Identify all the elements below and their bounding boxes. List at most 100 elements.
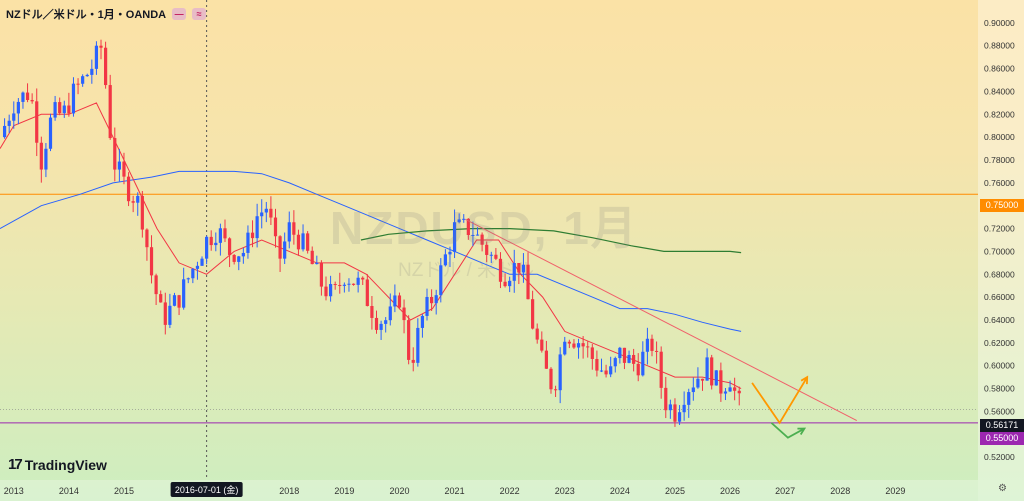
- candle-body: [21, 92, 25, 102]
- y-tick-label: 0.60000: [984, 361, 1015, 371]
- candle-body: [618, 347, 622, 359]
- candle-body: [269, 208, 273, 218]
- candle-body: [654, 350, 659, 352]
- candle-body: [677, 412, 682, 422]
- candle-body: [338, 285, 342, 287]
- candle-body: [384, 320, 388, 324]
- candle-body: [567, 341, 571, 344]
- projection-arrow-orange-head: [800, 375, 809, 385]
- x-tick-label: 2018: [279, 486, 299, 496]
- candle-body: [388, 306, 392, 321]
- candle-body: [471, 234, 475, 236]
- x-tick-label: 2019: [334, 486, 354, 496]
- projection-arrow-green-head: [797, 427, 807, 435]
- candle-body: [16, 101, 20, 114]
- candle-body: [273, 217, 278, 237]
- candle-body: [306, 233, 310, 251]
- candle-body: [659, 351, 663, 388]
- y-tick-label: 0.62000: [984, 338, 1015, 348]
- candle-body: [531, 299, 535, 329]
- candle-body: [278, 236, 282, 259]
- candle-body: [397, 295, 402, 308]
- candle-body: [209, 236, 213, 246]
- symbol-header[interactable]: NZドル／米ドル・1月・OANDA — ≈: [6, 6, 207, 22]
- candle-body: [186, 278, 190, 280]
- current-price-label: 0.56171: [980, 419, 1024, 432]
- candle-body: [553, 389, 558, 391]
- symbol-title: NZドル／米ドル・1月・OANDA: [6, 9, 167, 21]
- candle-body: [99, 45, 103, 48]
- tv-logo-icon: 17: [8, 456, 23, 473]
- x-tick-label: 2014: [59, 486, 79, 496]
- x-tick-label: 2020: [389, 486, 409, 496]
- candle-body: [622, 347, 627, 363]
- candle-body: [104, 47, 108, 86]
- x-tick-label: 2027: [775, 486, 795, 496]
- candle-body: [292, 222, 296, 235]
- candle-body: [691, 387, 695, 393]
- candle-body: [668, 404, 672, 411]
- candle-body: [232, 254, 236, 262]
- candle-body: [48, 117, 53, 149]
- candle-body: [90, 68, 94, 75]
- candle-body: [159, 294, 163, 303]
- candle-body: [452, 222, 457, 252]
- candle-body: [191, 268, 195, 279]
- minimize-button[interactable]: —: [172, 8, 187, 20]
- candle-body: [296, 234, 301, 250]
- time-axis: [0, 480, 978, 501]
- candle-body: [572, 343, 576, 348]
- candle-body: [723, 391, 728, 394]
- candle-body: [489, 254, 493, 256]
- candle-body: [250, 232, 255, 239]
- candle-body: [136, 195, 140, 203]
- candle-body: [301, 233, 305, 250]
- candle-body: [590, 347, 594, 359]
- crosshair-date-box: [170, 482, 243, 497]
- y-tick-label: 0.78000: [984, 155, 1015, 165]
- compare-button[interactable]: ≈: [192, 8, 207, 20]
- candle-body: [25, 92, 30, 100]
- candle-body: [145, 229, 149, 248]
- candle-body: [521, 264, 526, 273]
- candle-body: [443, 254, 447, 266]
- gear-icon[interactable]: ⚙: [998, 483, 1007, 494]
- y-tick-label: 0.84000: [984, 86, 1015, 96]
- candle-body: [503, 281, 507, 287]
- candle-body: [604, 370, 608, 375]
- candle-body: [613, 358, 617, 367]
- candle-body: [182, 279, 186, 308]
- x-tick-label: 2028: [830, 486, 850, 496]
- candle-body: [627, 354, 631, 363]
- y-tick-label: 0.72000: [984, 224, 1015, 234]
- candle-body: [214, 242, 218, 246]
- candle-body: [122, 161, 126, 177]
- candle-body: [315, 262, 319, 265]
- candle-body: [227, 238, 232, 255]
- candle-body: [609, 366, 613, 375]
- candle-body: [714, 370, 718, 386]
- candle-body: [260, 212, 264, 217]
- candle-body: [710, 357, 714, 386]
- candle-body: [365, 279, 369, 307]
- candle-body: [485, 244, 489, 255]
- candle-body: [540, 339, 544, 351]
- y-tick-label: 0.58000: [984, 384, 1015, 394]
- y-tick-label: 0.70000: [984, 246, 1015, 256]
- trendline: [465, 218, 858, 422]
- candle-body: [586, 346, 590, 348]
- candle-body: [351, 283, 356, 285]
- candle-body: [374, 317, 379, 330]
- candle-body: [650, 338, 654, 351]
- candle-body: [498, 258, 503, 282]
- candle-body: [576, 343, 581, 348]
- candle-body: [241, 252, 245, 257]
- price-axis: [978, 0, 1024, 501]
- candle-body: [466, 218, 470, 236]
- candle-body: [370, 306, 374, 318]
- candle-body: [581, 343, 585, 347]
- candle-body: [379, 323, 383, 330]
- candle-body: [457, 219, 461, 223]
- candle-body: [645, 338, 650, 352]
